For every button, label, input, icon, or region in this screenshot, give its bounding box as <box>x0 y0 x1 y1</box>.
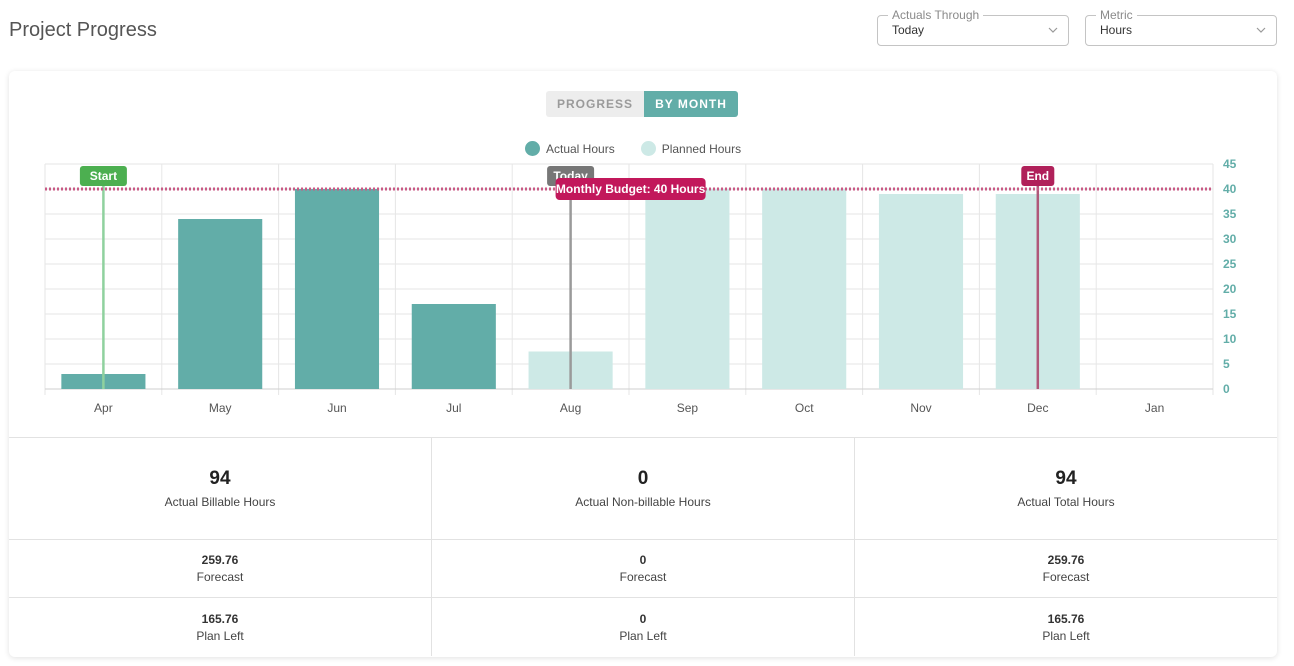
plan-left-cell: 165.76 Plan Left <box>855 598 1277 656</box>
legend-item-actual[interactable]: Actual Hours <box>525 141 615 156</box>
actuals-through-label: Actuals Through <box>888 8 984 22</box>
x-tick-label: Nov <box>910 401 931 415</box>
marker-label-start: Start <box>90 169 117 183</box>
stats-table: 94 Actual Billable Hours 0 Actual Non-bill… <box>9 437 1277 656</box>
view-toggle: PROGRESS BY MONTH <box>546 91 738 117</box>
plan-left-row: 165.76 Plan Left 0 Plan Left 165.76 Plan Le… <box>9 598 1277 656</box>
summary-label: Actual Total Hours <box>1017 495 1115 509</box>
x-tick-label: Aug <box>560 401 581 415</box>
summary-value: 94 <box>209 468 231 489</box>
plan-left-label: Plan Left <box>619 628 667 643</box>
y-tick-label: 10 <box>1223 332 1237 346</box>
y-tick-label: 25 <box>1223 257 1237 271</box>
forecast-value: 0 <box>639 553 647 567</box>
plan-left-label: Plan Left <box>1042 628 1090 643</box>
x-tick-label: Jun <box>327 401 346 415</box>
marker-badge-start <box>79 166 127 186</box>
forecast-value: 259.76 <box>201 553 239 567</box>
plan-left-cell: 165.76 Plan Left <box>9 598 432 656</box>
summary-label: Actual Non-billable Hours <box>575 495 711 509</box>
planned-hours-bar <box>645 189 730 389</box>
legend-item-planned[interactable]: Planned Hours <box>640 141 742 156</box>
metric-select[interactable]: Metric Hours <box>1085 8 1277 46</box>
y-tick-label: 40 <box>1223 182 1237 196</box>
summary-row: 94 Actual Billable Hours 0 Actual Non-bill… <box>9 438 1277 540</box>
plan-left-label: Plan Left <box>196 628 244 643</box>
chart-legend: Actual Hours Planned Hours <box>525 141 767 156</box>
forecast-label: Forecast <box>196 570 244 584</box>
progress-tab[interactable]: PROGRESS <box>546 91 644 117</box>
x-tick-label: Apr <box>94 401 113 415</box>
actual-hours-bar <box>178 219 263 389</box>
marker-label-end: End <box>1026 169 1049 183</box>
metric-label: Metric <box>1096 8 1137 22</box>
planned-hours-bar <box>878 194 964 389</box>
actual-hours-swatch <box>525 141 540 156</box>
actual-hours-bar <box>294 189 380 389</box>
progress-card: PROGRESS BY MONTH Actual Hours Planned H… <box>9 71 1277 657</box>
plan-left-value: 165.76 <box>1047 611 1085 626</box>
page-title: Project Progress <box>9 19 157 41</box>
budget-label: Monthly Budget: 40 Hours <box>556 182 706 196</box>
planned-hours-bar <box>762 189 847 389</box>
summary-cell: 94 Actual Billable Hours <box>9 438 432 539</box>
y-tick-label: 45 <box>1223 157 1237 171</box>
planned-hours-swatch <box>640 141 656 156</box>
legend-label-planned: Planned Hours <box>661 141 742 156</box>
y-tick-label: 35 <box>1223 207 1237 221</box>
x-tick-label: May <box>209 401 232 415</box>
plan-left-value: 0 <box>639 611 647 626</box>
budget-badge <box>555 178 706 200</box>
summary-value: 94 <box>1055 468 1077 489</box>
y-tick-label: 20 <box>1223 282 1237 296</box>
y-tick-label: 30 <box>1223 232 1237 246</box>
metric-value: Hours <box>1100 23 1133 37</box>
actuals-through-value: Today <box>892 23 925 37</box>
x-tick-label: Jul <box>446 401 461 415</box>
summary-label: Actual Billable Hours <box>164 495 276 509</box>
actual-hours-bar <box>411 304 496 389</box>
x-tick-label: Jan <box>1145 401 1164 415</box>
forecast-value: 259.76 <box>1047 553 1085 567</box>
x-tick-label: Dec <box>1027 401 1048 415</box>
forecast-cell: 259.76 Forecast <box>9 540 432 597</box>
x-tick-label: Sep <box>677 401 699 415</box>
actuals-through-select[interactable]: Actuals Through Today <box>877 8 1069 46</box>
plan-left-value: 165.76 <box>201 611 239 626</box>
y-tick-label: 5 <box>1223 357 1230 371</box>
monthly-bar-chart: 0 5 10 15 20 25 30 35 40 45 Apr May Jun Jul Aug Sep Oct N… <box>44 157 1237 415</box>
forecast-row: 259.76 Forecast 0 Forecast 259.76 Forecast <box>9 540 1277 598</box>
chevron-down-icon <box>1048 27 1058 33</box>
y-tick-label: 15 <box>1223 307 1237 321</box>
forecast-label: Forecast <box>619 570 667 584</box>
legend-label-actual: Actual Hours <box>546 141 615 156</box>
by-month-tab[interactable]: BY MONTH <box>644 91 738 117</box>
chevron-down-icon <box>1256 27 1266 33</box>
forecast-cell: 0 Forecast <box>432 540 855 597</box>
forecast-cell: 259.76 Forecast <box>855 540 1277 597</box>
plan-left-cell: 0 Plan Left <box>432 598 855 656</box>
marker-badge-end <box>1021 166 1055 186</box>
forecast-label: Forecast <box>1042 570 1090 584</box>
summary-cell: 0 Actual Non-billable Hours <box>432 438 855 539</box>
x-tick-label: Oct <box>795 401 814 415</box>
summary-cell: 94 Actual Total Hours <box>855 438 1277 539</box>
y-tick-label: 0 <box>1223 382 1230 396</box>
summary-value: 0 <box>637 468 649 489</box>
